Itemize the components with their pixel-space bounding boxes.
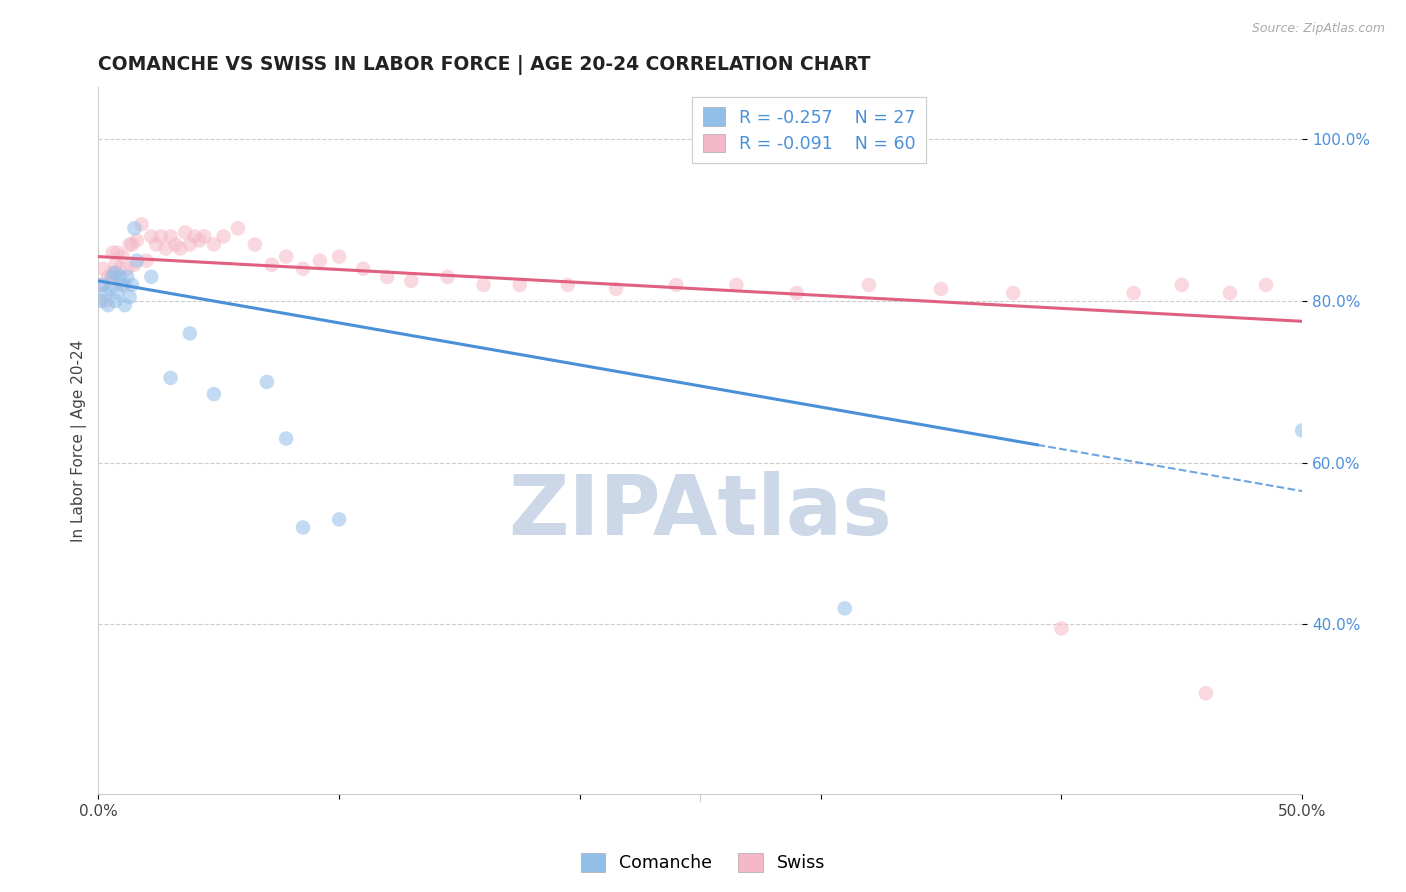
Point [135,253,157,268]
Point [108,269,131,284]
Point [665,277,688,292]
Point [179,237,201,252]
Point [97,269,120,284]
Point [141,229,163,244]
Point [202,387,225,401]
Point [91,261,114,276]
Point [202,237,225,252]
Point [90,277,112,292]
Legend: Comanche, Swiss: Comanche, Swiss [574,846,832,879]
Point [104,294,127,309]
Point [101,269,124,284]
Point [243,237,266,252]
Point [91,277,114,292]
Point [183,229,205,244]
Point [124,221,146,235]
Point [118,237,141,252]
Point [121,277,143,292]
Point [114,298,136,312]
Point [188,234,211,248]
Point [1171,277,1194,292]
Point [114,277,136,292]
Point [125,253,148,268]
Point [97,298,120,312]
Point [131,217,153,231]
Point [375,269,398,284]
Point [117,261,139,276]
Point [165,237,187,252]
Point [212,229,235,244]
Point [104,266,127,280]
Point [1002,285,1025,300]
Point [149,229,172,244]
Point [725,277,748,292]
Point [111,250,134,264]
Point [260,258,283,272]
Point [1122,285,1144,300]
Point [328,512,350,526]
Text: Source: ZipAtlas.com: Source: ZipAtlas.com [1251,22,1385,36]
Point [858,277,880,292]
Point [276,432,298,446]
Point [104,258,127,272]
Point [121,237,143,252]
Point [1254,277,1277,292]
Point [117,269,139,284]
Point [308,253,330,268]
Text: ZIPAtlas: ZIPAtlas [509,471,893,552]
Point [159,229,181,244]
Point [292,261,315,276]
Point [107,285,129,300]
Point [90,294,112,309]
Point [1219,285,1241,300]
Point [179,326,201,341]
Point [118,290,141,304]
Point [155,242,177,256]
Point [401,274,423,288]
Point [1291,424,1313,438]
Point [159,371,181,385]
Point [509,277,531,292]
Point [256,375,278,389]
Point [108,261,131,276]
Point [292,520,315,534]
Point [276,250,298,264]
Point [145,237,167,252]
Point [100,274,122,288]
Point [834,601,856,615]
Point [94,294,117,309]
Y-axis label: In Labor Force | Age 20-24: In Labor Force | Age 20-24 [72,340,87,541]
Point [101,266,124,280]
Point [101,245,124,260]
Point [226,221,249,235]
Point [193,229,215,244]
Point [786,285,808,300]
Point [1050,622,1073,636]
Point [557,277,579,292]
Point [169,242,191,256]
Point [352,261,374,276]
Point [125,234,148,248]
Point [100,282,122,296]
Point [94,285,117,300]
Point [141,269,163,284]
Point [472,277,495,292]
Point [436,269,458,284]
Point [929,282,952,296]
Legend: R = -0.257    N = 27, R = -0.091    N = 60: R = -0.257 N = 27, R = -0.091 N = 60 [692,97,927,163]
Point [111,277,134,292]
Point [328,250,350,264]
Point [107,245,129,260]
Text: COMANCHE VS SWISS IN LABOR FORCE | AGE 20-24 CORRELATION CHART: COMANCHE VS SWISS IN LABOR FORCE | AGE 2… [98,55,870,75]
Point [1195,686,1218,700]
Point [124,258,146,272]
Point [605,282,627,296]
Point [174,225,197,239]
